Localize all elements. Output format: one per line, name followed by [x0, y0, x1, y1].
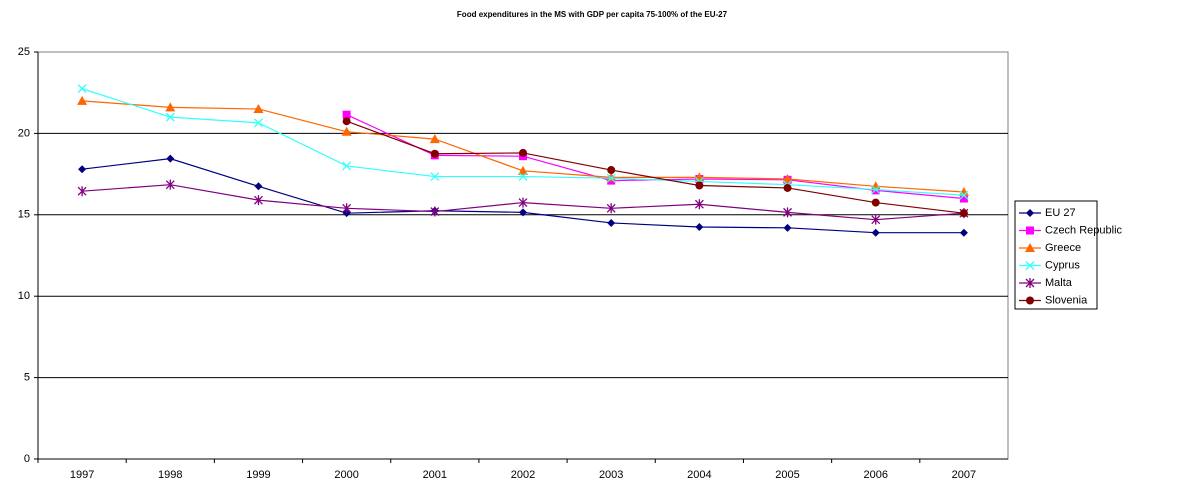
- data-point: [959, 194, 968, 203]
- legend-marker: [1026, 209, 1034, 217]
- data-point: [342, 110, 351, 119]
- data-point: [342, 161, 352, 171]
- series-line: [82, 100, 964, 193]
- x-tick-label: 2003: [599, 469, 623, 481]
- data-point: [519, 148, 527, 157]
- data-point: [253, 195, 263, 206]
- data-point: [77, 95, 88, 105]
- data-point: [782, 173, 793, 183]
- series-line: [346, 120, 964, 214]
- legend: [1014, 200, 1098, 310]
- y-tick-label: 0: [24, 453, 30, 465]
- plot-area: [37, 51, 1009, 460]
- data-point: [695, 223, 704, 232]
- legend-label: Cyprus: [1045, 259, 1080, 271]
- legend-label: Malta: [1045, 277, 1073, 289]
- data-point: [871, 214, 881, 225]
- data-point: [429, 134, 440, 144]
- data-point: [253, 103, 264, 113]
- data-point: [165, 112, 175, 122]
- x-tick-label: 2001: [423, 469, 447, 481]
- data-point: [607, 166, 616, 175]
- data-point: [430, 149, 439, 158]
- legend-marker: [1025, 278, 1035, 288]
- data-point: [166, 154, 175, 163]
- data-point: [606, 173, 616, 183]
- x-tick-label: 2006: [863, 469, 887, 481]
- data-point: [871, 198, 880, 207]
- data-point: [341, 126, 352, 136]
- x-tick-label: 2005: [775, 469, 799, 481]
- data-point: [78, 165, 87, 174]
- data-point: [77, 186, 87, 197]
- data-point: [871, 185, 881, 195]
- y-tick-label: 15: [18, 209, 30, 221]
- data-point: [165, 179, 175, 190]
- legend-marker: [1025, 243, 1035, 252]
- legend-label: Czech Republic: [1045, 224, 1123, 236]
- data-point: [959, 228, 968, 237]
- x-tick-label: 1999: [246, 469, 270, 481]
- data-point: [518, 172, 528, 182]
- legend-marker: [1025, 261, 1035, 270]
- x-tick-label: 1998: [158, 469, 182, 481]
- data-point: [77, 84, 87, 94]
- data-point: [871, 228, 880, 237]
- x-tick-label: 2007: [952, 469, 976, 481]
- data-point: [783, 207, 793, 218]
- legend-marker: [1026, 226, 1034, 235]
- y-tick-label: 25: [18, 46, 30, 58]
- y-tick-label: 20: [18, 127, 30, 139]
- data-point: [342, 117, 351, 126]
- data-point: [783, 223, 792, 232]
- legend-label: Greece: [1045, 242, 1081, 254]
- data-point: [518, 165, 528, 175]
- data-point: [519, 208, 527, 217]
- data-point: [430, 172, 440, 182]
- x-tick-label: 1997: [70, 469, 94, 481]
- data-point: [253, 118, 263, 128]
- legend-marker: [1026, 296, 1034, 305]
- data-point: [254, 182, 263, 191]
- data-point: [870, 181, 881, 191]
- x-tick-label: 2000: [334, 469, 358, 481]
- x-tick-label: 2002: [511, 469, 535, 481]
- y-tick-label: 10: [18, 290, 30, 302]
- data-point: [606, 203, 616, 214]
- data-point: [694, 199, 704, 210]
- data-point: [959, 209, 968, 218]
- y-tick-label: 5: [24, 372, 30, 384]
- data-point: [165, 102, 176, 112]
- legend-label: EU 27: [1045, 207, 1076, 219]
- data-point: [959, 190, 969, 200]
- x-tick-label: 2004: [687, 469, 711, 481]
- data-point: [958, 187, 969, 197]
- series-line: [81, 88, 964, 196]
- data-point: [518, 197, 528, 208]
- data-point: [783, 183, 792, 192]
- data-point: [430, 206, 440, 217]
- data-point: [695, 181, 704, 190]
- data-point: [607, 218, 616, 227]
- chart-title: Food expenditures in the MS with GDP per…: [457, 10, 728, 19]
- data-point: [342, 203, 352, 214]
- legend-label: Slovenia: [1045, 294, 1088, 306]
- data-point: [606, 172, 617, 182]
